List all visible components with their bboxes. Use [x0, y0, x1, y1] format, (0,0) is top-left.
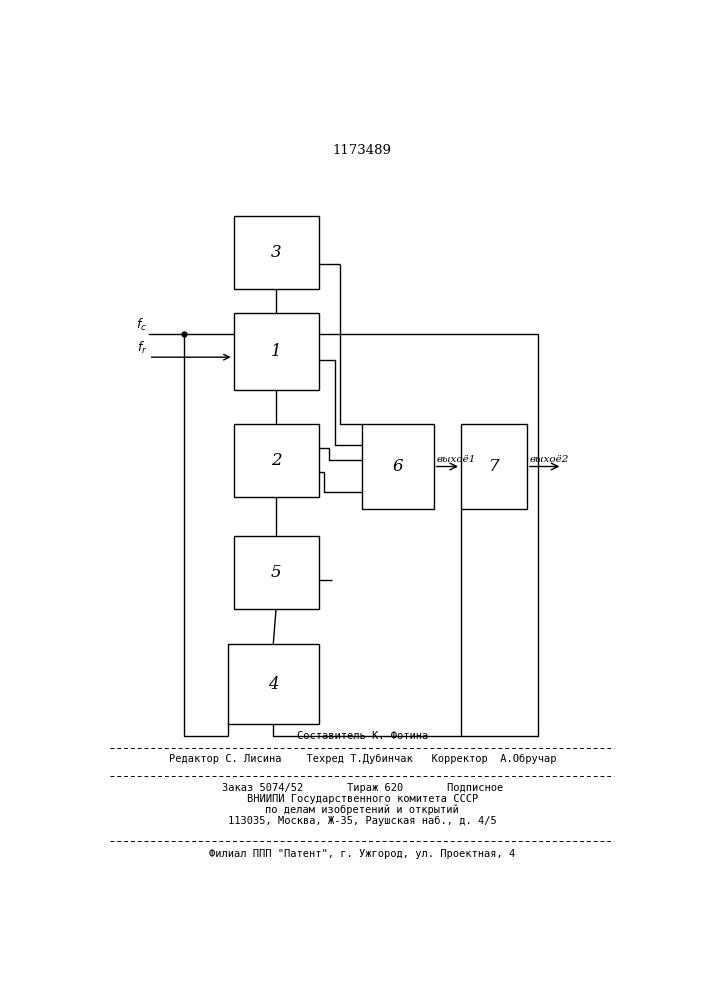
Text: Филиал ППП "Патент", г. Ужгород, ул. Проектная, 4: Филиал ППП "Патент", г. Ужгород, ул. Про…	[209, 849, 515, 859]
Text: 5: 5	[271, 564, 281, 581]
Bar	[228, 644, 319, 724]
Bar	[233, 216, 319, 289]
Text: по делам изобретений и открытий: по делам изобретений и открытий	[265, 805, 460, 815]
Text: $f_r$: $f_r$	[136, 340, 147, 356]
Text: ВНИИПИ Государственного комитета СССР: ВНИИПИ Государственного комитета СССР	[247, 794, 478, 804]
Text: $f_c$: $f_c$	[136, 316, 147, 333]
Text: выхоё1: выхоё1	[437, 455, 477, 464]
Text: 113035, Москва, Ж-35, Раушская наб., д. 4/5: 113035, Москва, Ж-35, Раушская наб., д. …	[228, 816, 497, 826]
Bar	[233, 536, 319, 609]
Text: Заказ 5074/52       Тираж 620       Подписное: Заказ 5074/52 Тираж 620 Подписное	[222, 783, 503, 793]
Text: 1: 1	[271, 342, 281, 360]
Text: 2: 2	[271, 452, 281, 469]
Text: 3: 3	[271, 244, 281, 261]
Bar	[233, 312, 319, 389]
Text: Составитель К. Фотина: Составитель К. Фотина	[297, 731, 428, 741]
Bar	[363, 424, 433, 509]
Bar	[461, 424, 527, 509]
Text: 6: 6	[392, 458, 403, 475]
Text: 1173489: 1173489	[333, 144, 392, 157]
Text: Редактор С. Лисина    Техред Т.Дубинчак   Корректор  А.Обручар: Редактор С. Лисина Техред Т.Дубинчак Кор…	[168, 754, 556, 764]
Text: выхоё2: выхоё2	[530, 455, 569, 464]
Text: 4: 4	[268, 676, 279, 693]
Bar	[233, 424, 319, 497]
Text: 7: 7	[489, 458, 499, 475]
